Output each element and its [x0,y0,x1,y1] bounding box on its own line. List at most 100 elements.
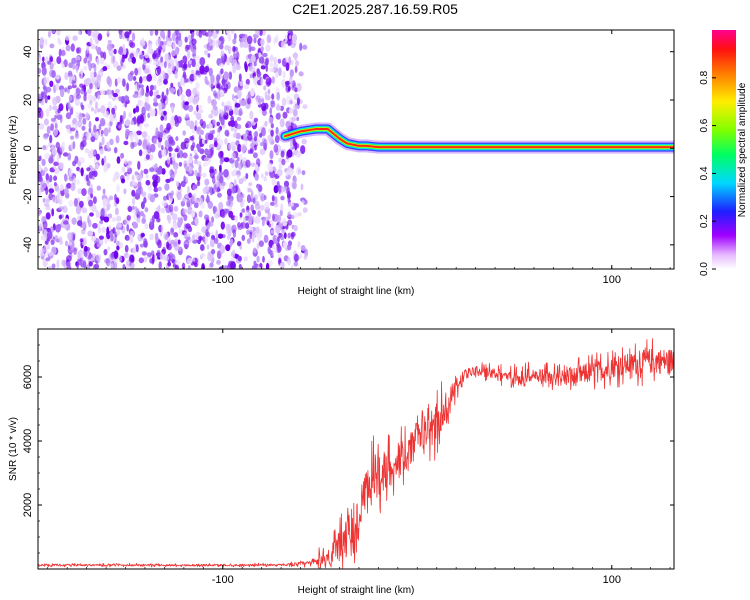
noise-dot [292,181,297,190]
noise-dot [47,95,51,100]
noise-dot [258,184,263,193]
noise-dot [301,199,305,205]
noise-dot [61,259,66,267]
noise-dot [169,87,175,93]
noise-dot [178,228,183,234]
noise-dot [261,30,266,36]
noise-dot [212,175,216,184]
noise-dot [193,110,197,116]
noise-dot [62,152,69,157]
noise-dot [228,143,233,150]
noise-dot [217,127,221,134]
noise-dot [39,223,43,228]
noise-dot [42,180,47,189]
noise-dot [163,195,168,201]
noise-dot [131,56,136,64]
noise-dot [50,239,55,246]
noise-dot [43,76,47,85]
noise-dot [75,261,78,267]
noise-dot [44,152,50,160]
noise-dot [215,181,219,188]
noise-dot [175,180,179,187]
noise-dot [264,201,270,211]
noise-dot [276,214,282,223]
noise-dot [250,204,254,212]
noise-dot [213,80,218,87]
noise-dot [204,75,208,85]
noise-dot [204,65,210,73]
noise-dot [97,33,103,41]
noise-dot [197,109,204,114]
noise-dot [243,41,249,49]
noise-dot [229,55,234,64]
noise-dot [283,180,290,188]
noise-dot [213,137,218,142]
noise-dot [237,241,242,247]
noise-dot [160,115,165,121]
snr-y-tick-label: 4000 [22,429,34,453]
noise-dot [186,44,191,50]
noise-dot [123,188,127,195]
noise-dot [41,66,47,76]
noise-dot [158,102,163,110]
noise-dot [191,234,196,241]
noise-dot [42,133,49,140]
noise-dot [185,88,192,97]
noise-dot [287,244,292,251]
noise-dot [84,148,89,154]
noise-dot [250,87,255,97]
noise-dot [241,208,246,213]
noise-dot [292,105,298,111]
noise-dot [171,105,175,114]
noise-dot [193,202,199,209]
noise-dot [153,85,157,91]
noise-dot [254,163,259,170]
noise-dot [204,148,209,156]
noise-dot [52,128,59,136]
noise-dot [159,131,163,139]
noise-dot [53,182,57,187]
noise-dot [207,221,214,227]
noise-dot [220,221,225,230]
noise-dot [281,187,286,193]
noise-dot [45,205,51,211]
noise-dot [70,127,76,132]
noise-dot [260,65,266,70]
noise-dot [154,254,158,262]
noise-dot [73,247,77,255]
noise-dot [70,135,75,140]
noise-dot [216,90,221,100]
noise-dot [171,32,176,42]
noise-dot [227,33,232,42]
colorbar-tick-label: 0.0 [699,262,710,276]
noise-dot [300,183,304,191]
noise-dot [192,257,196,262]
noise-dot [119,254,122,263]
noise-dot [160,144,164,151]
noise-dot [296,152,302,158]
noise-dot [166,40,172,48]
noise-dot [125,164,131,169]
noise-dot [259,108,263,114]
noise-dot [250,54,256,63]
noise-dot [166,156,171,165]
noise-dot [278,163,283,170]
noise-dot [83,57,88,64]
noise-dot [106,43,113,51]
noise-dot [258,52,262,58]
noise-dot [271,93,275,100]
noise-dot [216,121,221,127]
noise-dot [273,185,279,194]
noise-dot [191,58,196,68]
noise-dot [152,179,158,188]
noise-dot [159,124,164,133]
noise-dot [199,118,204,127]
noise-dot [173,232,179,238]
noise-dot [223,169,229,178]
noise-dot [247,188,253,193]
noise-dot [277,58,282,64]
noise-dot [52,105,58,111]
noise-dot [132,76,137,81]
noise-dot [290,231,296,238]
noise-dot [141,106,146,116]
